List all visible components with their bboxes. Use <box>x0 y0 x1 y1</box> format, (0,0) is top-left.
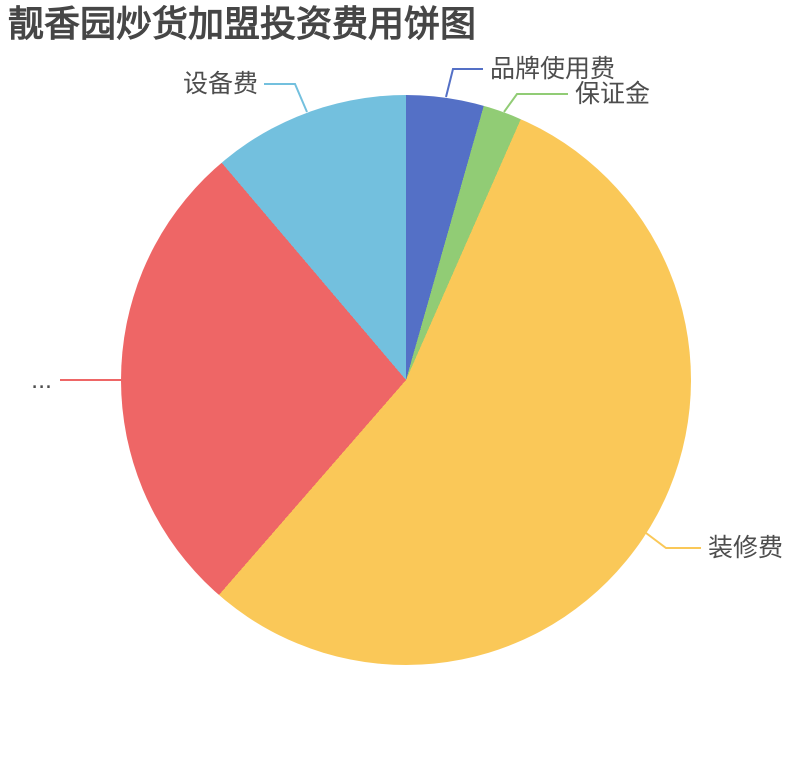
slice-label-truncated: ... <box>31 366 52 394</box>
slice-label-brand-fee: 品牌使用费 <box>490 55 616 83</box>
pie-chart[interactable] <box>121 95 691 665</box>
leader-line-renovation-fee <box>645 532 701 549</box>
leader-line-brand-fee <box>445 68 483 98</box>
slice-label-renovation-fee: 装修费 <box>708 534 784 562</box>
slice-label-equipment-fee: 设备费 <box>182 70 258 98</box>
chart-title: 靓香园炒货加盟投资费用饼图 <box>8 3 477 44</box>
leader-line-deposit <box>503 93 568 113</box>
slice-label-deposit: 保证金 <box>575 80 651 108</box>
leader-line-equipment-fee <box>264 83 308 113</box>
